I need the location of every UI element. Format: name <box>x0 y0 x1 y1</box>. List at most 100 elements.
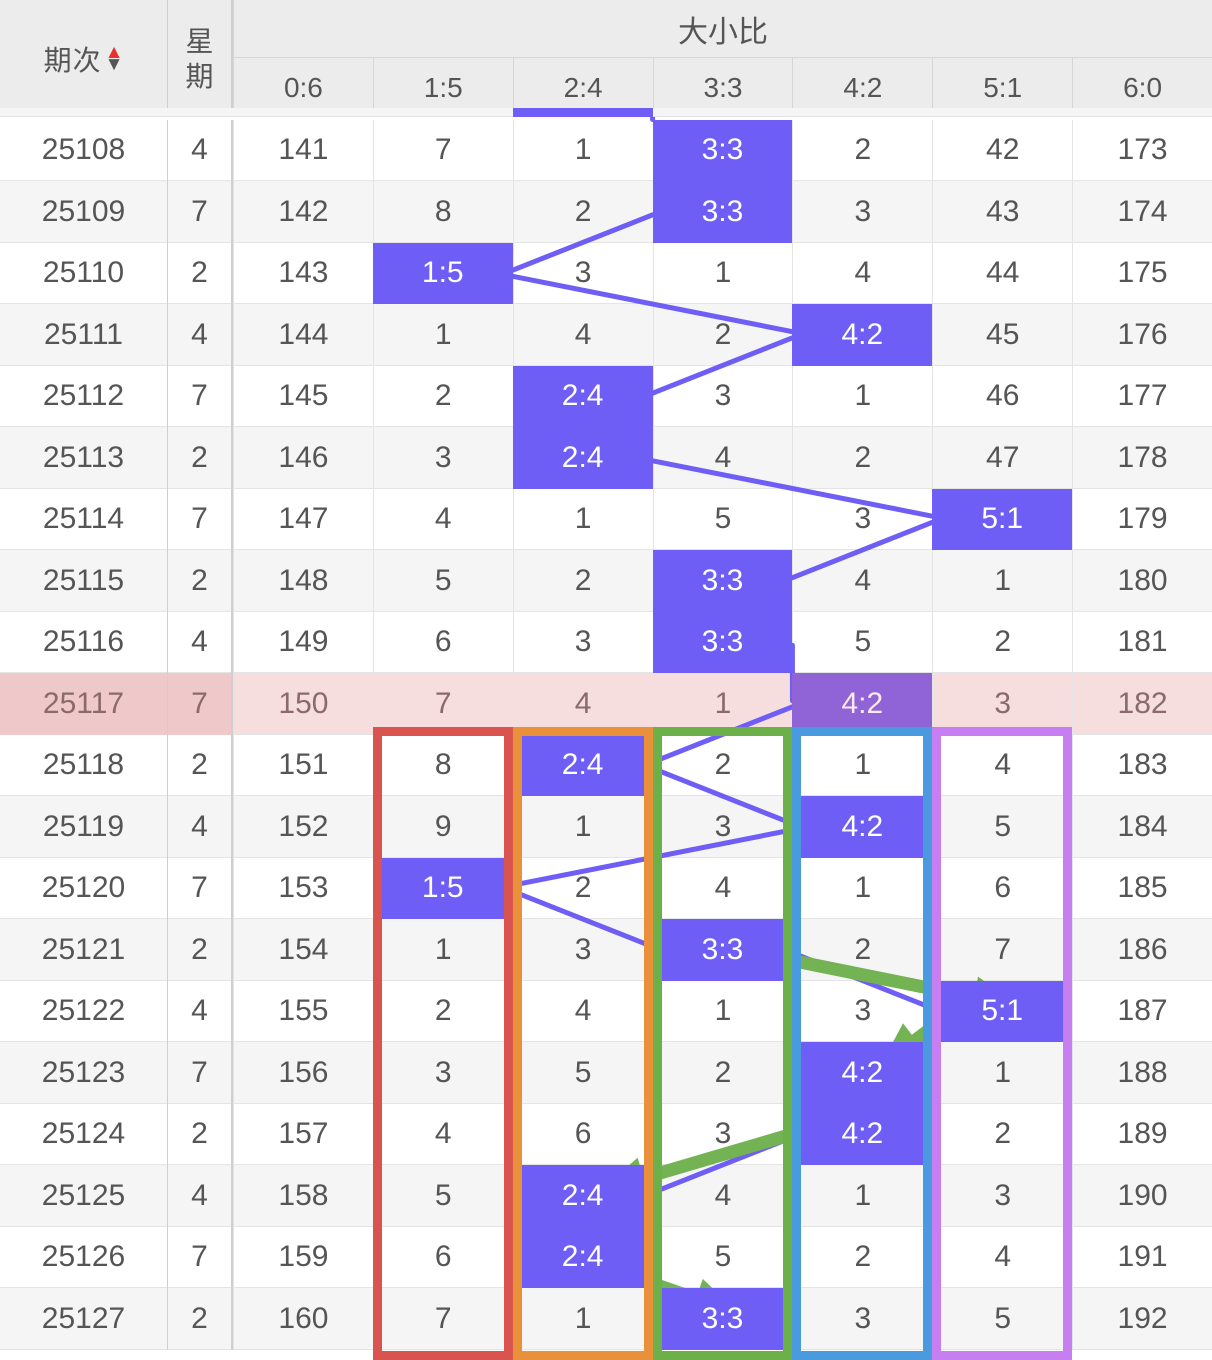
cell-week: 7 <box>168 365 233 427</box>
cell-ratio-6-0: 191 <box>1072 1226 1212 1288</box>
column-header-ratio-3-3[interactable]: 3:3 <box>652 58 793 117</box>
cell-ratio-5-1: 2 <box>932 611 1072 673</box>
cell-week: 7 <box>168 1226 233 1288</box>
cell-ratio-2-4: 3 <box>512 242 653 304</box>
cell-ratio-6-0: 182 <box>1072 673 1212 735</box>
cell-ratio-4-2: 3 <box>792 181 932 243</box>
cell-period: 25124 <box>0 1103 168 1165</box>
cell-week: 2 <box>168 242 233 304</box>
cell-ratio-1-5: 7 <box>372 673 513 735</box>
cell-period: 25112 <box>0 365 168 427</box>
cell-week: 2 <box>168 427 233 489</box>
box-1-5 <box>372 726 513 1360</box>
hit-chip: 1:5 <box>372 242 513 304</box>
cell-ratio-5-1: 44 <box>932 242 1072 304</box>
cell-ratio-1-5: 1 <box>372 304 513 366</box>
table-row[interactable]: 2511021431:531444175 <box>0 242 1212 304</box>
box-3-3 <box>652 726 793 1360</box>
cell-week: 4 <box>168 119 233 181</box>
cell-ratio-1-5: 5 <box>372 550 513 612</box>
cell-ratio-0-6: 146 <box>233 427 373 489</box>
cell-ratio-6-0: 183 <box>1072 734 1212 796</box>
cell-ratio-2-4: 3 <box>512 611 653 673</box>
cell-ratio-1-5: 6 <box>372 611 513 673</box>
cell-ratio-0-6: 153 <box>233 857 373 919</box>
column-header-ratio-6-0[interactable]: 6:0 <box>1072 58 1212 117</box>
cell-week: 2 <box>168 734 233 796</box>
hit-chip: 2:4 <box>512 365 653 427</box>
cell-period: 25126 <box>0 1226 168 1288</box>
hit-chip: 3:3 <box>652 611 793 673</box>
cell-week: 4 <box>168 611 233 673</box>
cell-ratio-4-2: 3 <box>792 488 932 550</box>
cell-ratio-2-4: 4 <box>512 673 653 735</box>
cell-ratio-6-0: 185 <box>1072 857 1212 919</box>
hit-chip: 3:3 <box>652 181 793 243</box>
cell-ratio-0-6: 154 <box>233 919 373 981</box>
cell-ratio-2-4: 2 <box>512 181 653 243</box>
cell-period: 25109 <box>0 181 168 243</box>
table-header: 期次 ▲ ▼ 星 期 大小比 0:6 1:5 2:4 3:3 4:2 5:1 6:0 <box>0 0 1212 117</box>
hit-chip: 4:2 <box>792 673 933 735</box>
clipped-previous-hit-chip <box>512 108 653 117</box>
cell-week: 4 <box>168 796 233 858</box>
cell-ratio-0-6: 144 <box>233 304 373 366</box>
cell-period: 25127 <box>0 1288 168 1350</box>
sort-desc-icon[interactable]: ▼ <box>104 53 124 75</box>
cell-ratio-6-0: 184 <box>1072 796 1212 858</box>
column-group-title: 大小比 <box>233 0 1212 58</box>
table-row[interactable]: 2512421574634:22189 <box>0 1103 1212 1165</box>
column-header-period[interactable]: 期次 ▲ ▼ <box>0 0 168 117</box>
box-5-1 <box>932 726 1073 1360</box>
column-header-ratio-2-4[interactable]: 2:4 <box>512 58 653 117</box>
cell-ratio-6-0: 174 <box>1072 181 1212 243</box>
cell-ratio-0-6: 160 <box>233 1288 373 1350</box>
cell-period: 25110 <box>0 242 168 304</box>
column-header-week-line1: 星 <box>185 25 214 57</box>
cell-period: 25120 <box>0 857 168 919</box>
cell-week: 4 <box>168 980 233 1042</box>
sort-toggle[interactable]: ▲ ▼ <box>104 41 124 75</box>
column-header-ratio-1-5[interactable]: 1:5 <box>372 58 513 117</box>
cell-ratio-4-2: 4 <box>792 550 932 612</box>
cell-week: 7 <box>168 673 233 735</box>
cell-ratio-6-0: 175 <box>1072 242 1212 304</box>
cell-period: 25118 <box>0 734 168 796</box>
cell-ratio-0-6: 143 <box>233 242 373 304</box>
table-row[interactable]: 2511771507414:23182 <box>0 673 1212 735</box>
cell-ratio-3-3: 2 <box>652 304 793 366</box>
cell-week: 2 <box>168 1103 233 1165</box>
cell-ratio-0-6: 156 <box>233 1042 373 1104</box>
cell-ratio-3-3: 5 <box>652 488 793 550</box>
cell-period: 25116 <box>0 611 168 673</box>
cell-ratio-6-0: 173 <box>1072 119 1212 181</box>
hit-chip: 2:4 <box>512 427 653 489</box>
cell-ratio-5-1: 1 <box>932 550 1072 612</box>
cell-ratio-5-1: 43 <box>932 181 1072 243</box>
cell-period: 25111 <box>0 304 168 366</box>
hit-chip: 3:3 <box>652 550 793 612</box>
table-row[interactable]: 251152148523:341180 <box>0 550 1212 612</box>
cell-ratio-5-1: 3 <box>932 673 1072 735</box>
cell-period: 25122 <box>0 980 168 1042</box>
cell-ratio-5-1: 47 <box>932 427 1072 489</box>
cell-period: 25114 <box>0 488 168 550</box>
box-2-4 <box>512 726 653 1360</box>
cell-week: 7 <box>168 1042 233 1104</box>
column-header-ratio-5-1[interactable]: 5:1 <box>932 58 1073 117</box>
column-header-ratio-0-6[interactable]: 0:6 <box>233 58 373 117</box>
cell-ratio-0-6: 141 <box>233 119 373 181</box>
cell-ratio-3-3: 1 <box>652 673 793 735</box>
cell-ratio-6-0: 180 <box>1072 550 1212 612</box>
column-header-ratio-4-2[interactable]: 4:2 <box>792 58 933 117</box>
cell-period: 25115 <box>0 550 168 612</box>
sort-asc-icon[interactable]: ▲ <box>104 41 124 63</box>
cell-ratio-4-2: 2 <box>792 119 932 181</box>
cell-ratio-6-0: 179 <box>1072 488 1212 550</box>
table-row[interactable]: 251084141713:3242173 <box>0 119 1212 181</box>
cell-week: 7 <box>168 857 233 919</box>
